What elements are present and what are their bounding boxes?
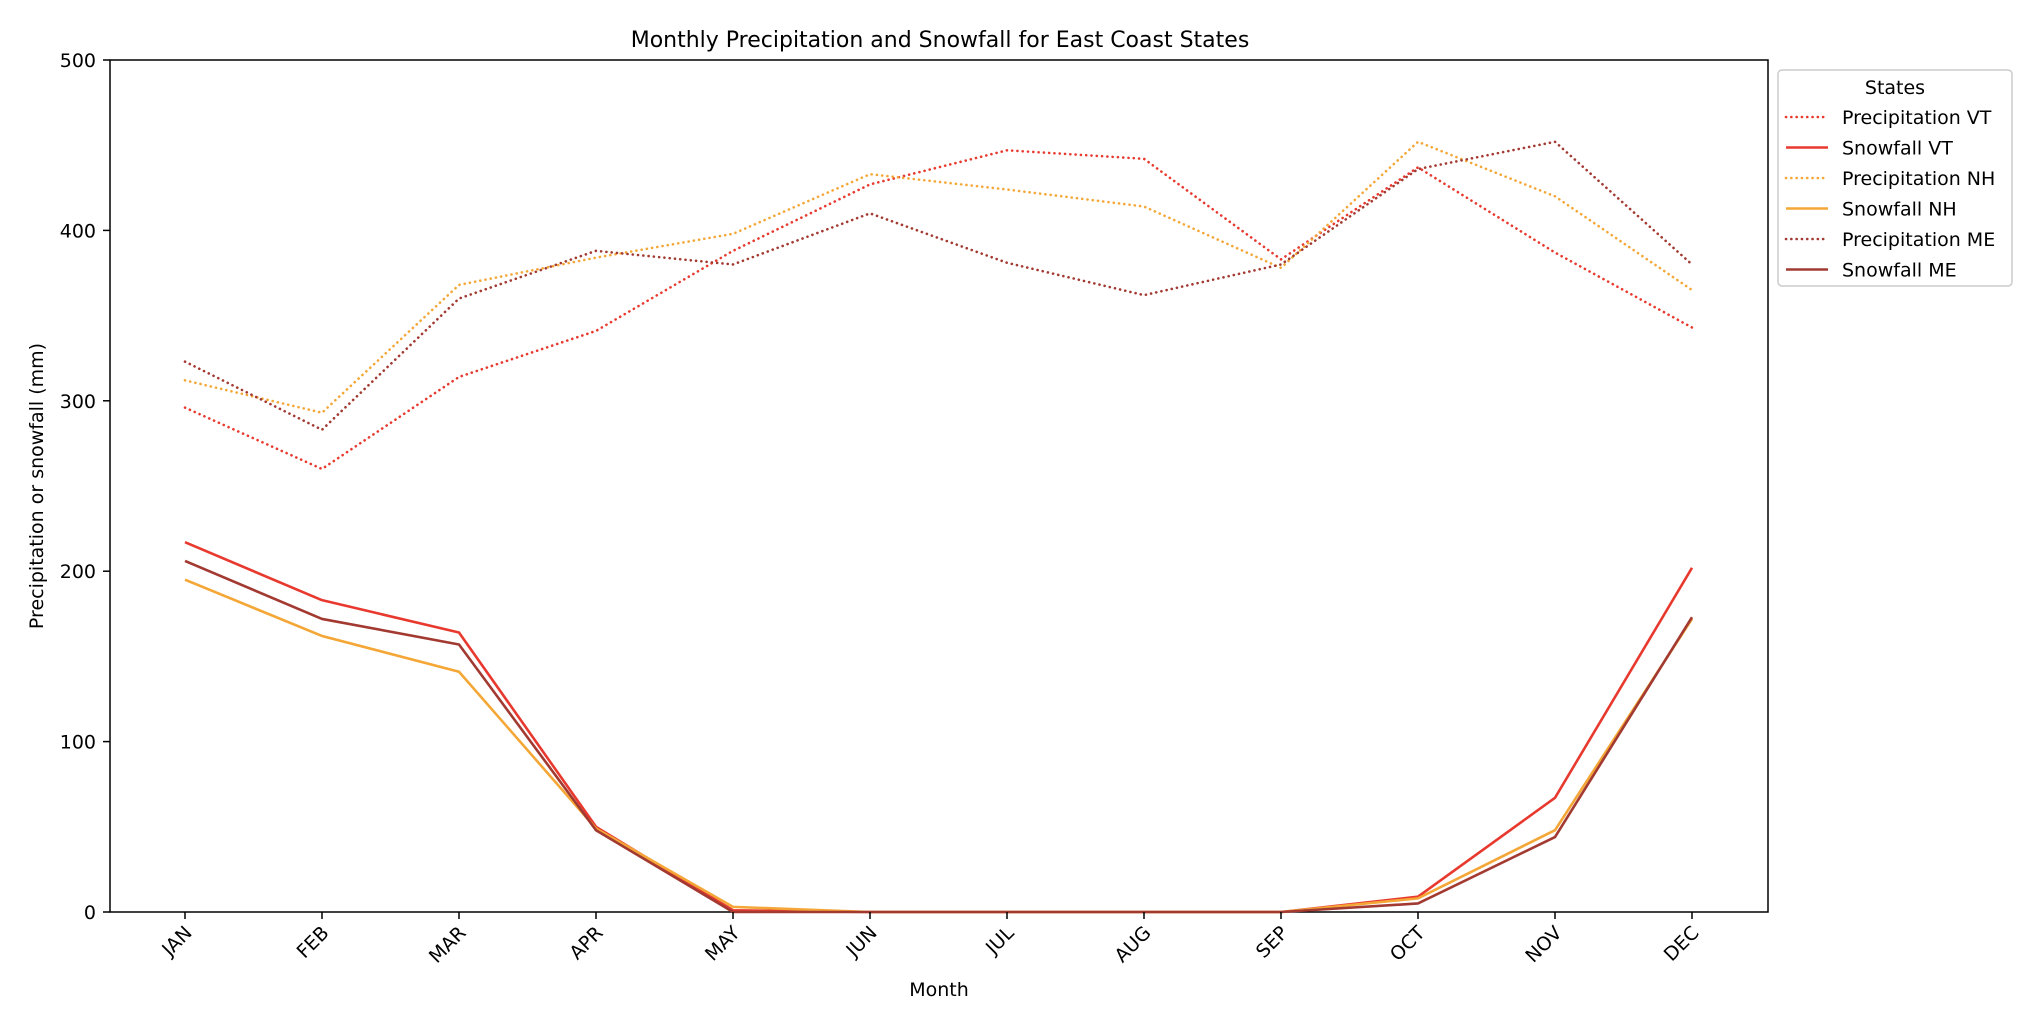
series-line-snowfall-me (184, 559, 1694, 914)
x-tick-label: FEB (293, 922, 334, 963)
chart-title: Monthly Precipitation and Snowfall for E… (631, 28, 1250, 53)
plot-area (109, 59, 1769, 914)
y-tick-label: 200 (60, 561, 96, 583)
series-line-precipitation-nh (183, 140, 1694, 415)
x-tick-label: JUN (841, 922, 881, 962)
x-tick-label: JUL (981, 922, 1019, 960)
x-tick-label: OCT (1386, 922, 1430, 966)
x-tick-label: AUG (1111, 922, 1156, 967)
x-tick-label: MAR (425, 922, 471, 968)
legend-label: Snowfall VT (1842, 138, 1953, 160)
legend-label: Snowfall NH (1842, 199, 1957, 221)
plot-frame (109, 59, 1769, 913)
y-axis-label: Precipitation or snowfall (mm) (26, 343, 48, 629)
series-line-precipitation-me (183, 140, 1694, 432)
legend-label: Precipitation NH (1842, 168, 1995, 190)
y-tick-label: 500 (60, 50, 96, 72)
y-tick-label: 100 (60, 732, 96, 754)
x-axis: JAN FEB MAR APR MAY JUN JUL AUG SEP OCT NOV DEC (157, 912, 1704, 968)
series-layer (183, 140, 1694, 914)
x-tick-label: MAY (701, 922, 745, 966)
x-tick-label: APR (565, 922, 607, 964)
x-tick-label: JAN (157, 922, 196, 961)
legend-items: Precipitation VT Snowfall VT Precipitation… (1784, 107, 1995, 282)
x-axis-label: Month (909, 979, 969, 1001)
legend-label: Precipitation ME (1842, 229, 1995, 251)
x-tick-label: DEC (1660, 922, 1704, 966)
y-tick-label: 300 (60, 391, 96, 413)
legend-frame (1777, 69, 2013, 287)
y-axis: 0 100 200 300 400 500 (60, 50, 110, 924)
x-tick-label: NOV (1521, 922, 1566, 967)
series-line-precipitation-vt (183, 149, 1694, 471)
y-tick-label: 0 (84, 902, 96, 924)
y-tick-label: 400 (60, 220, 96, 242)
series-line-snowfall-vt (184, 541, 1694, 914)
legend-title: States (1865, 77, 1925, 99)
x-tick-label: SEP (1252, 922, 1293, 963)
legend-label: Snowfall ME (1842, 260, 1957, 282)
legend-label: Precipitation VT (1842, 107, 1992, 129)
